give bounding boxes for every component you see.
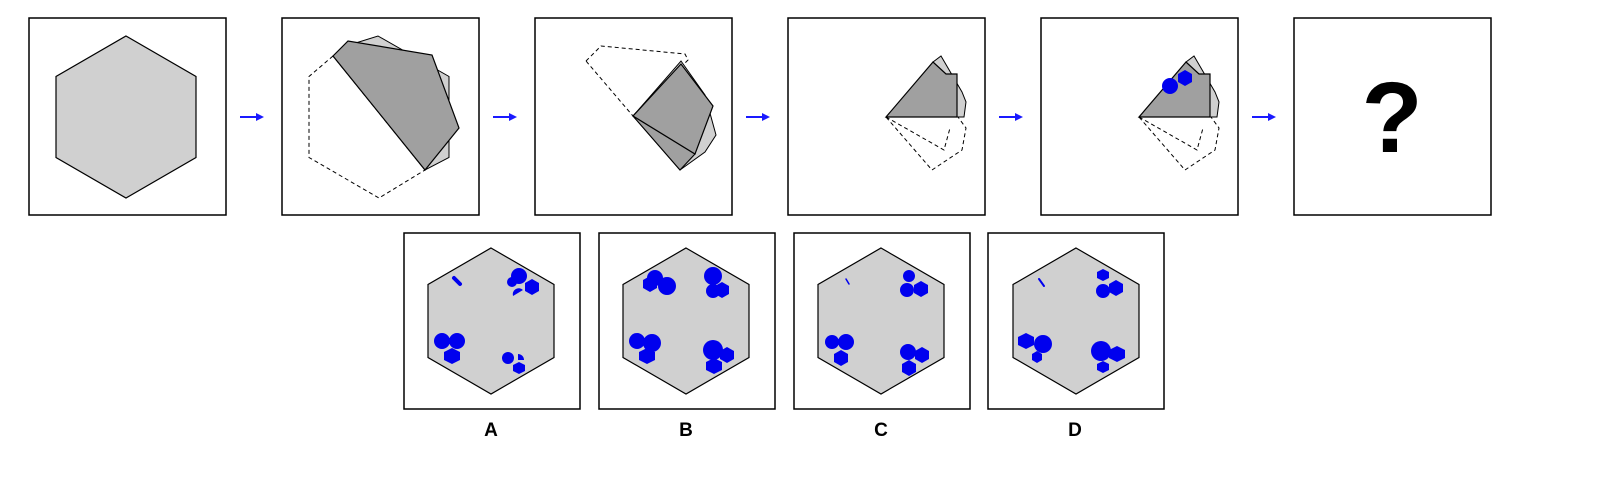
- hole-hexagon: [513, 362, 525, 374]
- hole-circle: [434, 333, 450, 349]
- hole-circle: [658, 277, 676, 295]
- hole-circle: [643, 334, 661, 352]
- option-a-card[interactable]: [403, 232, 581, 410]
- folded-flap: [884, 61, 958, 118]
- hole-circle: [900, 344, 916, 360]
- hole-circle: [838, 334, 854, 350]
- folded-flap: [632, 63, 714, 155]
- hole-circle: [629, 333, 645, 349]
- hole-half-circle: [518, 354, 524, 360]
- hole-hexagon: [915, 347, 929, 363]
- option-d-label: D: [1068, 420, 1082, 441]
- option-b-label: B: [679, 420, 693, 441]
- hole-hexagon: [1018, 333, 1034, 349]
- hole-hexagon: [902, 360, 916, 376]
- hole-circle: [825, 335, 839, 349]
- punched-holes: [629, 267, 734, 374]
- hole-hexagon: [1097, 269, 1109, 281]
- hole-slit: [452, 276, 462, 286]
- sequence-step-3: [534, 17, 733, 216]
- hole-slit: [845, 278, 850, 285]
- hole-hexagon: [1109, 346, 1125, 362]
- hole-hexagon: [914, 281, 928, 297]
- option-c-label: C: [874, 420, 888, 441]
- hole-circle: [502, 352, 514, 364]
- hole-hexagon: [1097, 361, 1109, 373]
- folded-away-outline-2: [1138, 116, 1204, 151]
- hole-hexagon: [720, 347, 734, 363]
- hole-half-circle: [512, 288, 523, 296]
- punched-holes: [1162, 70, 1192, 94]
- hole-hexagon: [643, 276, 657, 292]
- option-c-card[interactable]: [793, 232, 971, 410]
- sequence-step-answer: ?: [1293, 17, 1492, 216]
- option-a-label: A: [484, 420, 498, 441]
- hole-slit: [1038, 278, 1045, 287]
- hole-hexagon: [444, 348, 460, 364]
- hole-hexagon: [1109, 280, 1123, 296]
- hole-circle: [903, 270, 915, 282]
- sequence-step-4: [787, 17, 986, 216]
- sequence-step-5: [1040, 17, 1239, 216]
- hole-hexagon: [525, 279, 539, 295]
- folded-away-outline-2: [885, 116, 951, 151]
- option-d-card[interactable]: [987, 232, 1165, 410]
- folded-away-outline: [585, 45, 689, 117]
- hole-circle: [1091, 341, 1111, 361]
- punched-holes: [434, 268, 539, 374]
- hole-circle: [1162, 78, 1178, 94]
- unfolded-hexagon: [55, 35, 197, 199]
- option-b-card[interactable]: [598, 232, 776, 410]
- sequence-step-2: [281, 17, 480, 216]
- hole-circle: [703, 340, 723, 360]
- folded-flap: [332, 40, 460, 171]
- hole-hexagon: [715, 282, 729, 298]
- question-mark: ?: [1361, 62, 1422, 174]
- hole-hexagon: [834, 350, 848, 366]
- hole-hexagon: [706, 358, 722, 374]
- hole-circle: [1096, 284, 1110, 298]
- hole-circle: [507, 277, 517, 287]
- sequence-step-1: [28, 17, 227, 216]
- hole-hexagon: [1178, 70, 1192, 86]
- punched-holes: [825, 270, 929, 376]
- hole-circle: [449, 333, 465, 349]
- hole-hexagon: [639, 348, 655, 364]
- hole-circle: [900, 283, 914, 297]
- panel-frame: [1293, 17, 1492, 216]
- hole-circle: [704, 267, 722, 285]
- hole-hexagon: [1032, 351, 1042, 363]
- hole-circle: [1034, 335, 1052, 353]
- punched-holes: [1018, 269, 1125, 373]
